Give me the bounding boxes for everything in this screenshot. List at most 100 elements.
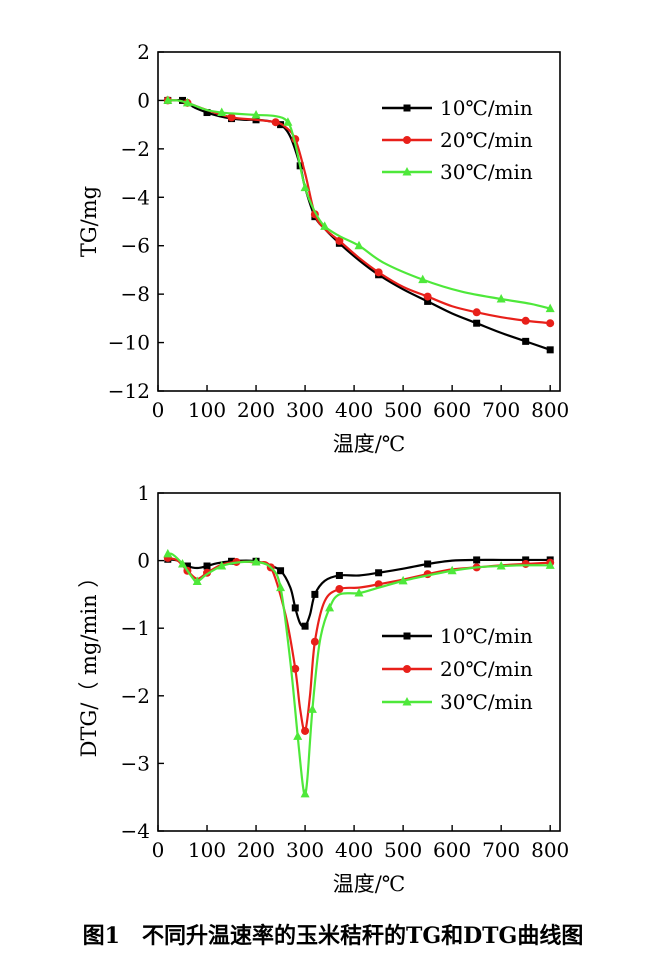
dtg-data-point [217, 561, 227, 570]
tg-data-point [163, 95, 173, 104]
tg-data-point [496, 293, 506, 303]
tg-x-tick-label: 500 [384, 398, 422, 422]
dtg-y-tick-label: 1 [137, 481, 150, 505]
dtg-data-point [398, 575, 408, 585]
dtg-data-point [496, 561, 506, 570]
tg-data-point [182, 97, 192, 107]
dtg-data-point [311, 590, 319, 598]
dtg-legend-marker [403, 665, 411, 673]
dtg-data-point [307, 704, 317, 713]
tg-y-axis-title: TG/mg [77, 186, 101, 257]
dtg-data-point [291, 604, 299, 612]
tg-data-point [203, 109, 211, 117]
tg-x-tick-label: 800 [531, 398, 569, 422]
dtg-x-tick-label: 700 [482, 838, 520, 862]
tg-data-point [546, 319, 555, 328]
dtg-y-tick-label: −1 [121, 616, 150, 640]
dtg-x-tick-label: 500 [384, 838, 422, 862]
dtg-data-point [522, 556, 530, 564]
dtg-data-point [192, 576, 202, 586]
tg-x-tick-label: 400 [335, 398, 373, 422]
dtg-data-point [293, 731, 303, 740]
dtg-data-point [291, 664, 300, 673]
dtg-data-point [424, 560, 432, 568]
tg-y-tick-label: −4 [121, 185, 150, 209]
dtg-data-point [277, 567, 285, 575]
tg-data-point [546, 346, 554, 354]
tg-data-point [227, 113, 236, 122]
dtg-data-point [183, 562, 191, 570]
tg-y-tick-label: −6 [121, 234, 150, 258]
dtg-data-point [545, 560, 555, 569]
tg-x-axis-title: 温度/℃ [333, 432, 406, 456]
figure-caption: 图1 不同升温速率的玉米秸秆的TG和DTG曲线图 [82, 923, 584, 949]
tg-x-tick-label: 600 [433, 398, 471, 422]
dtg-data-point [521, 559, 530, 568]
tg-x-tick-label: 0 [152, 398, 165, 422]
dtg-data-point [375, 569, 383, 577]
tg-legend-label: 10℃/min [440, 96, 533, 120]
dtg-data-point [325, 602, 335, 612]
dtg-data-point [163, 548, 173, 558]
dtg-plot-frame [157, 492, 561, 832]
tg-legend-marker [403, 136, 411, 144]
tg-data-point [472, 308, 481, 317]
tg-legend-marker [402, 167, 412, 176]
dtg-x-tick-label: 300 [286, 838, 324, 862]
tg-data-point [335, 236, 344, 245]
dtg-data-point [335, 584, 344, 593]
tg-data-point [354, 240, 364, 250]
dtg-y-tick-label: −4 [121, 819, 150, 843]
dtg-legend-label: 30℃/min [440, 690, 533, 714]
tg-x-tick-label: 200 [237, 398, 275, 422]
dtg-legend-marker [403, 632, 411, 640]
tg-data-point [418, 274, 428, 284]
dtg-data-point [300, 788, 310, 798]
tg-data-point [300, 182, 310, 192]
dtg-y-tick-label: 0 [137, 549, 150, 573]
tg-chart: 0 100 200 300 400 500 600 700 800 2 0 −2 −4 −6 −8 −10 −1… [77, 40, 569, 456]
dtg-legend-label: 20℃/min [440, 657, 533, 681]
tg-data-point [522, 337, 530, 345]
tg-data-point [521, 316, 530, 325]
tg-y-tick-label: 0 [137, 88, 150, 112]
tg-data-point [320, 221, 330, 230]
dtg-y-tick-label: −3 [121, 751, 150, 775]
dtg-data-point [178, 558, 188, 568]
dtg-x-tick-label: 200 [237, 838, 275, 862]
dtg-legend-label: 10℃/min [440, 624, 533, 648]
tg-x-tick-label: 700 [482, 398, 520, 422]
tg-legend-label: 20℃/min [440, 128, 533, 152]
dtg-data-point [276, 582, 286, 592]
dtg-y-tick-label: −2 [121, 684, 150, 708]
tg-data-point [473, 319, 481, 327]
dtg-data-point [301, 726, 310, 735]
tg-data-point [283, 117, 293, 126]
dtg-x-tick-label: 600 [433, 838, 471, 862]
tg-data-point [423, 292, 432, 301]
dtg-data-point [447, 565, 457, 575]
dtg-data-point [228, 557, 236, 565]
dtg-data-point [310, 637, 319, 646]
dtg-x-tick-label: 800 [531, 838, 569, 862]
tg-data-point [424, 297, 432, 305]
tg-series-3 [163, 95, 555, 313]
dtg-chart: 0 100 200 300 400 500 600 700 800 1 0 −1 −2 −3 −4 温度/℃ D… [77, 481, 569, 896]
dtg-x-axis-title: 温度/℃ [333, 872, 406, 896]
dtg-data-point [354, 588, 364, 597]
dtg-x-tick-label: 100 [188, 838, 226, 862]
tg-y-tick-label: −10 [108, 331, 150, 355]
dtg-legend: 10℃/min 20℃/min 30℃/min [382, 624, 533, 714]
tg-data-point [374, 268, 383, 277]
dtg-data-point [335, 571, 343, 579]
tg-data-point [251, 109, 261, 119]
tg-y-tick-label: −12 [108, 379, 150, 403]
dtg-legend-marker [402, 697, 412, 706]
tg-legend-marker [403, 104, 411, 112]
tg-plot-frame [157, 51, 561, 392]
dtg-x-tick-label: 0 [152, 838, 165, 862]
tg-legend: 10℃/min 20℃/min 30℃/min [382, 96, 533, 184]
dtg-data-point [203, 562, 211, 570]
dtg-data-point [251, 556, 261, 566]
dtg-data-point [301, 622, 309, 630]
